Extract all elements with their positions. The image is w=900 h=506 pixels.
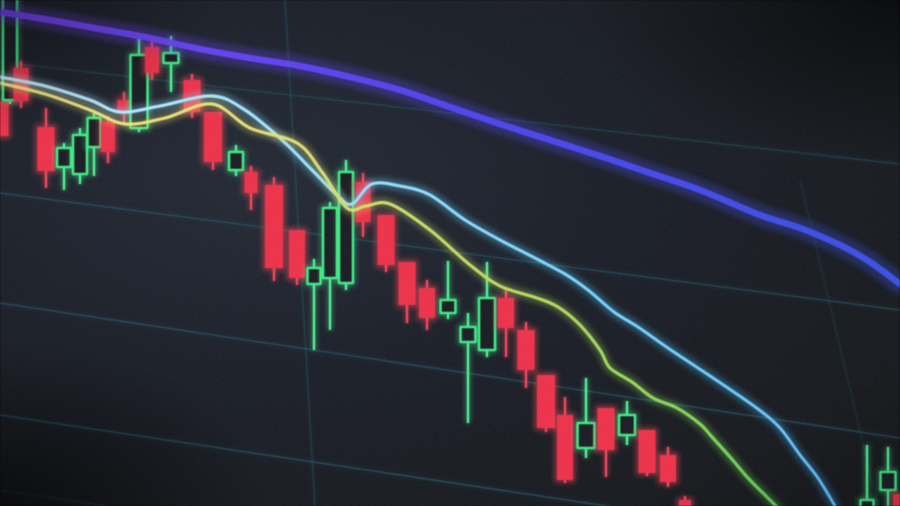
candlestick-chart (0, 0, 900, 506)
photo-grain (0, 0, 900, 506)
trading-chart-photo (0, 0, 900, 506)
